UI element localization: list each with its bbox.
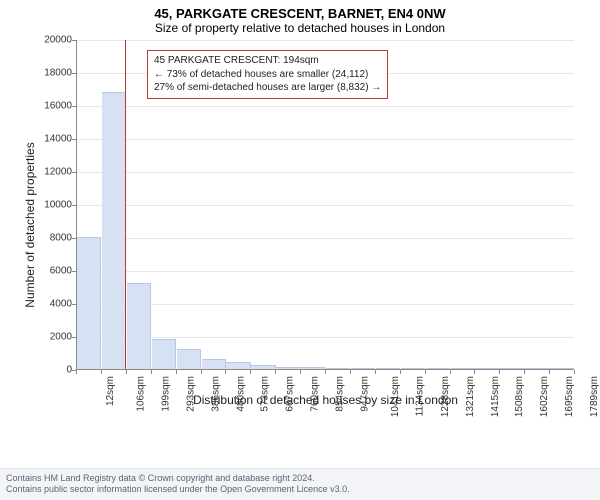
histogram-bar [77, 237, 101, 369]
y-tick-label: 14000 [12, 134, 72, 145]
x-tick-mark [300, 370, 301, 374]
histogram-bar [251, 365, 275, 369]
histogram-bar [550, 368, 574, 369]
x-tick-mark [375, 370, 376, 374]
histogram-bar [426, 368, 450, 369]
histogram-bar [351, 368, 375, 369]
y-tick-mark [72, 304, 76, 305]
chart-container: Number of detached properties Distributi… [44, 40, 574, 410]
grid-line [77, 106, 574, 107]
y-tick-label: 16000 [12, 101, 72, 112]
plot-area: Distribution of detached houses by size … [76, 40, 574, 370]
y-tick-mark [72, 139, 76, 140]
footer-line-1: Contains HM Land Registry data © Crown c… [6, 473, 594, 485]
y-tick-label: 0 [12, 365, 72, 376]
x-tick-mark [574, 370, 575, 374]
y-tick-label: 10000 [12, 200, 72, 211]
x-tick-mark [201, 370, 202, 374]
y-tick-label: 18000 [12, 68, 72, 79]
x-tick-mark [350, 370, 351, 374]
histogram-bar [102, 92, 126, 369]
chart-subtitle: Size of property relative to detached ho… [0, 21, 600, 39]
chart-footer: Contains HM Land Registry data © Crown c… [0, 468, 600, 500]
y-tick-mark [72, 337, 76, 338]
y-tick-mark [72, 205, 76, 206]
histogram-bar [376, 368, 400, 369]
grid-line [77, 271, 574, 272]
y-tick-label: 2000 [12, 332, 72, 343]
histogram-bar [276, 367, 300, 369]
y-tick-mark [72, 73, 76, 74]
grid-line [77, 304, 574, 305]
grid-line [77, 40, 574, 41]
grid-line [77, 337, 574, 338]
histogram-bar [177, 349, 201, 369]
y-tick-label: 8000 [12, 233, 72, 244]
x-tick-mark [425, 370, 426, 374]
x-tick-mark [325, 370, 326, 374]
histogram-bar [401, 368, 425, 369]
y-tick-label: 12000 [12, 167, 72, 178]
x-tick-mark [101, 370, 102, 374]
y-tick-mark [72, 172, 76, 173]
grid-line [77, 139, 574, 140]
grid-line [77, 172, 574, 173]
y-tick-label: 4000 [12, 299, 72, 310]
y-tick-label: 6000 [12, 266, 72, 277]
x-tick-mark [126, 370, 127, 374]
x-tick-mark [549, 370, 550, 374]
histogram-bar [500, 368, 524, 369]
annotation-line: 45 PARKGATE CRESCENT: 194sqm [154, 54, 381, 68]
x-tick-mark [450, 370, 451, 374]
histogram-bar [475, 368, 499, 369]
footer-line-2: Contains public sector information licen… [6, 484, 594, 496]
x-tick-mark [225, 370, 226, 374]
x-tick-mark [151, 370, 152, 374]
x-tick-mark [76, 370, 77, 374]
annotation-line: 27% of semi-detached houses are larger (… [154, 81, 381, 95]
histogram-bar [202, 359, 226, 369]
histogram-bar [301, 367, 325, 369]
histogram-bar [226, 362, 250, 369]
histogram-bar [451, 368, 475, 369]
histogram-bar [152, 339, 176, 369]
y-tick-mark [72, 238, 76, 239]
y-tick-label: 20000 [12, 35, 72, 46]
x-tick-mark [474, 370, 475, 374]
histogram-bar [326, 368, 350, 369]
x-tick-mark [524, 370, 525, 374]
x-tick-mark [275, 370, 276, 374]
x-tick-mark [176, 370, 177, 374]
x-tick-mark [400, 370, 401, 374]
y-tick-mark [72, 271, 76, 272]
grid-line [77, 238, 574, 239]
histogram-bar [127, 283, 151, 369]
annotation-box: 45 PARKGATE CRESCENT: 194sqm← 73% of det… [147, 50, 388, 99]
x-tick-mark [499, 370, 500, 374]
annotation-line: ← 73% of detached houses are smaller (24… [154, 68, 381, 82]
y-tick-mark [72, 40, 76, 41]
property-marker-line [125, 40, 126, 369]
y-tick-mark [72, 106, 76, 107]
x-tick-mark [250, 370, 251, 374]
grid-line [77, 205, 574, 206]
histogram-bar [525, 368, 549, 369]
chart-title: 45, PARKGATE CRESCENT, BARNET, EN4 0NW [0, 0, 600, 21]
